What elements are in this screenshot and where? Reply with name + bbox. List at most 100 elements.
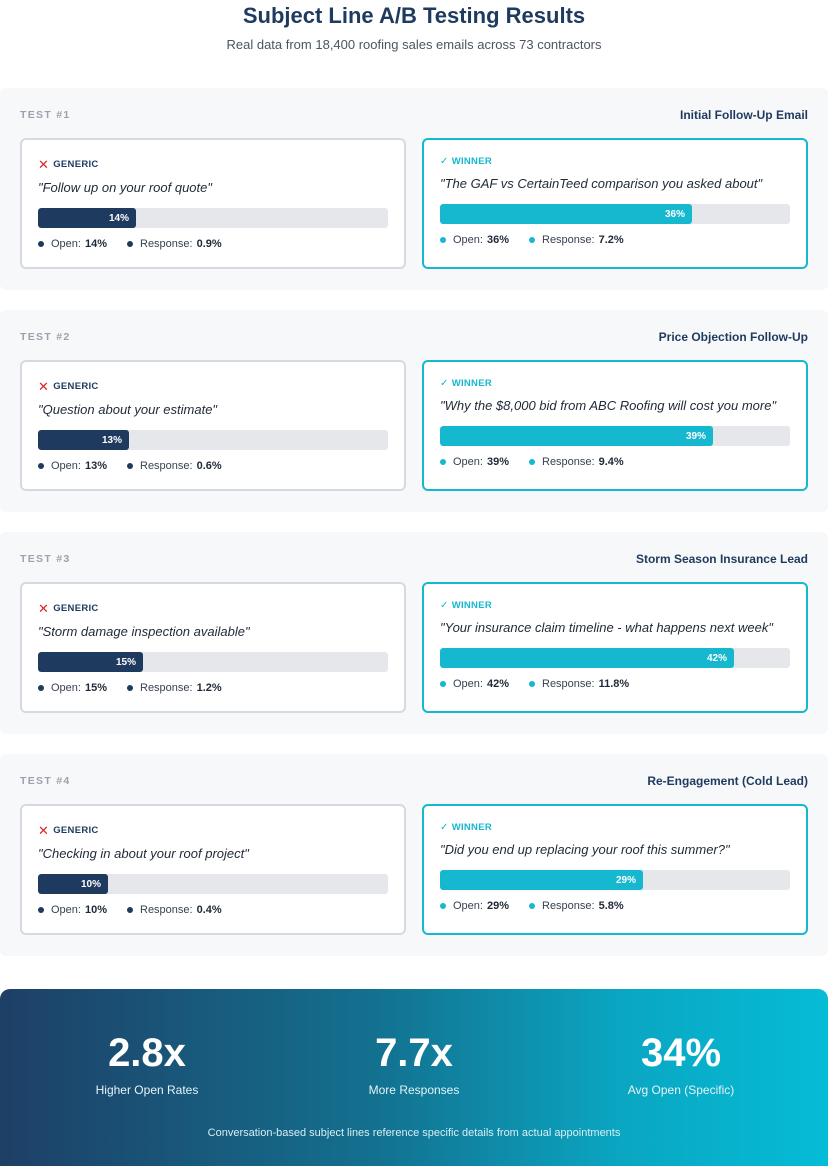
metric-label: Higher Open Rates bbox=[95, 1083, 199, 1097]
bar-label: 36% bbox=[664, 208, 685, 220]
metric-label: Avg Open (Specific) bbox=[627, 1083, 735, 1097]
response-value: 0.6% bbox=[196, 460, 222, 472]
bullet-dot bbox=[529, 459, 535, 465]
response-stat: Response: 5.8% bbox=[529, 900, 624, 912]
bullet-dot bbox=[38, 241, 44, 247]
open-label: Open: bbox=[453, 678, 483, 690]
checkmark-icon: ✓ bbox=[440, 600, 449, 611]
bar-label: 13% bbox=[101, 434, 122, 446]
winner-tag-label: WINNER bbox=[451, 822, 493, 833]
close-x-icon: ✕ bbox=[38, 600, 50, 616]
open-rate-bar-track: 10% bbox=[38, 874, 388, 894]
stats-row: Open: 10% Response: 0.4% bbox=[38, 904, 222, 916]
open-stat: Open: 39% bbox=[440, 456, 509, 468]
open-label: Open: bbox=[453, 456, 483, 468]
test-name: Price Objection Follow-Up bbox=[658, 330, 808, 344]
subject-line-quote: "Follow up on your roof quote" bbox=[38, 180, 212, 195]
bullet-dot bbox=[529, 681, 535, 687]
stats-row: Open: 29% Response: 5.8% bbox=[440, 900, 624, 912]
winner-tag-label: WINNER bbox=[451, 156, 493, 167]
test-name: Storm Season Insurance Lead bbox=[635, 552, 808, 566]
metric-value: 7.7x bbox=[375, 1031, 453, 1075]
bullet-dot bbox=[440, 237, 446, 243]
generic-tag-label: GENERIC bbox=[53, 825, 99, 836]
close-x-icon: ✕ bbox=[38, 378, 50, 394]
generic-tag-label: GENERIC bbox=[53, 381, 99, 392]
subject-line-quote: "Checking in about your roof project" bbox=[38, 846, 249, 861]
stats-row: Open: 36% Response: 7.2% bbox=[440, 234, 624, 246]
winner-tag-label: WINNER bbox=[451, 600, 493, 611]
subject-line-quote: "Did you end up replacing your roof this… bbox=[440, 842, 730, 857]
open-rate-bar-fill: 39% bbox=[440, 426, 713, 446]
stats-row: Open: 39% Response: 9.4% bbox=[440, 456, 624, 468]
response-value: 0.9% bbox=[196, 238, 222, 250]
stats-row: Open: 42% Response: 11.8% bbox=[440, 678, 629, 690]
response-stat: Response: 9.4% bbox=[529, 456, 624, 468]
generic-tag-label: GENERIC bbox=[53, 159, 99, 170]
winner-card: ✓ WINNER "Did you end up replacing your … bbox=[422, 804, 808, 935]
open-rate-bar-track: 14% bbox=[38, 208, 388, 228]
test-section: TEST #3 Storm Season Insurance Lead ✕ GE… bbox=[0, 532, 828, 734]
winner-tag: ✓ WINNER bbox=[440, 156, 492, 167]
response-label: Response: bbox=[542, 900, 595, 912]
bullet-dot bbox=[440, 903, 446, 909]
open-label: Open: bbox=[51, 904, 81, 916]
bar-label: 42% bbox=[706, 652, 727, 664]
generic-tag: ✕ GENERIC bbox=[38, 156, 99, 172]
open-stat: Open: 14% bbox=[38, 238, 107, 250]
open-rate-bar-fill: 13% bbox=[38, 430, 129, 450]
response-label: Response: bbox=[542, 234, 595, 246]
generic-tag: ✕ GENERIC bbox=[38, 822, 99, 838]
response-stat: Response: 0.6% bbox=[127, 460, 222, 472]
response-stat: Response: 11.8% bbox=[529, 678, 629, 690]
open-value: 42% bbox=[486, 678, 509, 690]
open-rate-bar-fill: 14% bbox=[38, 208, 136, 228]
winner-card: ✓ WINNER "Your insurance claim timeline … bbox=[422, 582, 808, 713]
bullet-dot bbox=[38, 907, 44, 913]
bullet-dot bbox=[127, 685, 133, 691]
open-stat: Open: 29% bbox=[440, 900, 509, 912]
bullet-dot bbox=[440, 681, 446, 687]
metric-open-rates: 2.8x Higher Open Rates bbox=[37, 1031, 257, 1097]
bullet-dot bbox=[38, 685, 44, 691]
open-rate-bar-fill: 42% bbox=[440, 648, 734, 668]
bar-label: 39% bbox=[685, 430, 706, 442]
winner-tag: ✓ WINNER bbox=[440, 822, 492, 833]
close-x-icon: ✕ bbox=[38, 156, 50, 172]
response-stat: Response: 0.4% bbox=[127, 904, 222, 916]
open-label: Open: bbox=[51, 682, 81, 694]
bullet-dot bbox=[529, 237, 535, 243]
test-name: Initial Follow-Up Email bbox=[679, 108, 808, 122]
generic-tag: ✕ GENERIC bbox=[38, 378, 99, 394]
bullet-dot bbox=[38, 463, 44, 469]
bar-label: 15% bbox=[115, 656, 136, 668]
response-value: 11.8% bbox=[598, 678, 630, 690]
open-value: 36% bbox=[486, 234, 509, 246]
open-value: 29% bbox=[486, 900, 509, 912]
open-rate-bar-fill: 10% bbox=[38, 874, 108, 894]
stats-row: Open: 15% Response: 1.2% bbox=[38, 682, 222, 694]
bar-label: 14% bbox=[108, 212, 129, 224]
open-label: Open: bbox=[51, 238, 81, 250]
page-header: Subject Line A/B Testing Results Real da… bbox=[0, 0, 828, 88]
checkmark-icon: ✓ bbox=[440, 822, 449, 833]
open-stat: Open: 36% bbox=[440, 234, 509, 246]
winner-card: ✓ WINNER "Why the $8,000 bid from ABC Ro… bbox=[422, 360, 808, 491]
close-x-icon: ✕ bbox=[38, 822, 50, 838]
checkmark-icon: ✓ bbox=[440, 156, 449, 167]
response-label: Response: bbox=[140, 238, 193, 250]
response-stat: Response: 0.9% bbox=[127, 238, 222, 250]
bar-label: 10% bbox=[80, 878, 101, 890]
metric-responses: 7.7x More Responses bbox=[304, 1031, 524, 1097]
test-number: TEST #1 bbox=[20, 109, 71, 121]
metric-label: More Responses bbox=[368, 1083, 460, 1097]
response-label: Response: bbox=[140, 682, 193, 694]
generic-tag: ✕ GENERIC bbox=[38, 600, 99, 616]
generic-card: ✕ GENERIC "Checking in about your roof p… bbox=[20, 804, 406, 935]
open-value: 10% bbox=[84, 904, 107, 916]
winner-card: ✓ WINNER "The GAF vs CertainTeed compari… bbox=[422, 138, 808, 269]
bullet-dot bbox=[440, 459, 446, 465]
open-value: 39% bbox=[486, 456, 509, 468]
test-section: TEST #1 Initial Follow-Up Email ✕ GENERI… bbox=[0, 88, 828, 290]
test-name: Re-Engagement (Cold Lead) bbox=[647, 774, 808, 788]
